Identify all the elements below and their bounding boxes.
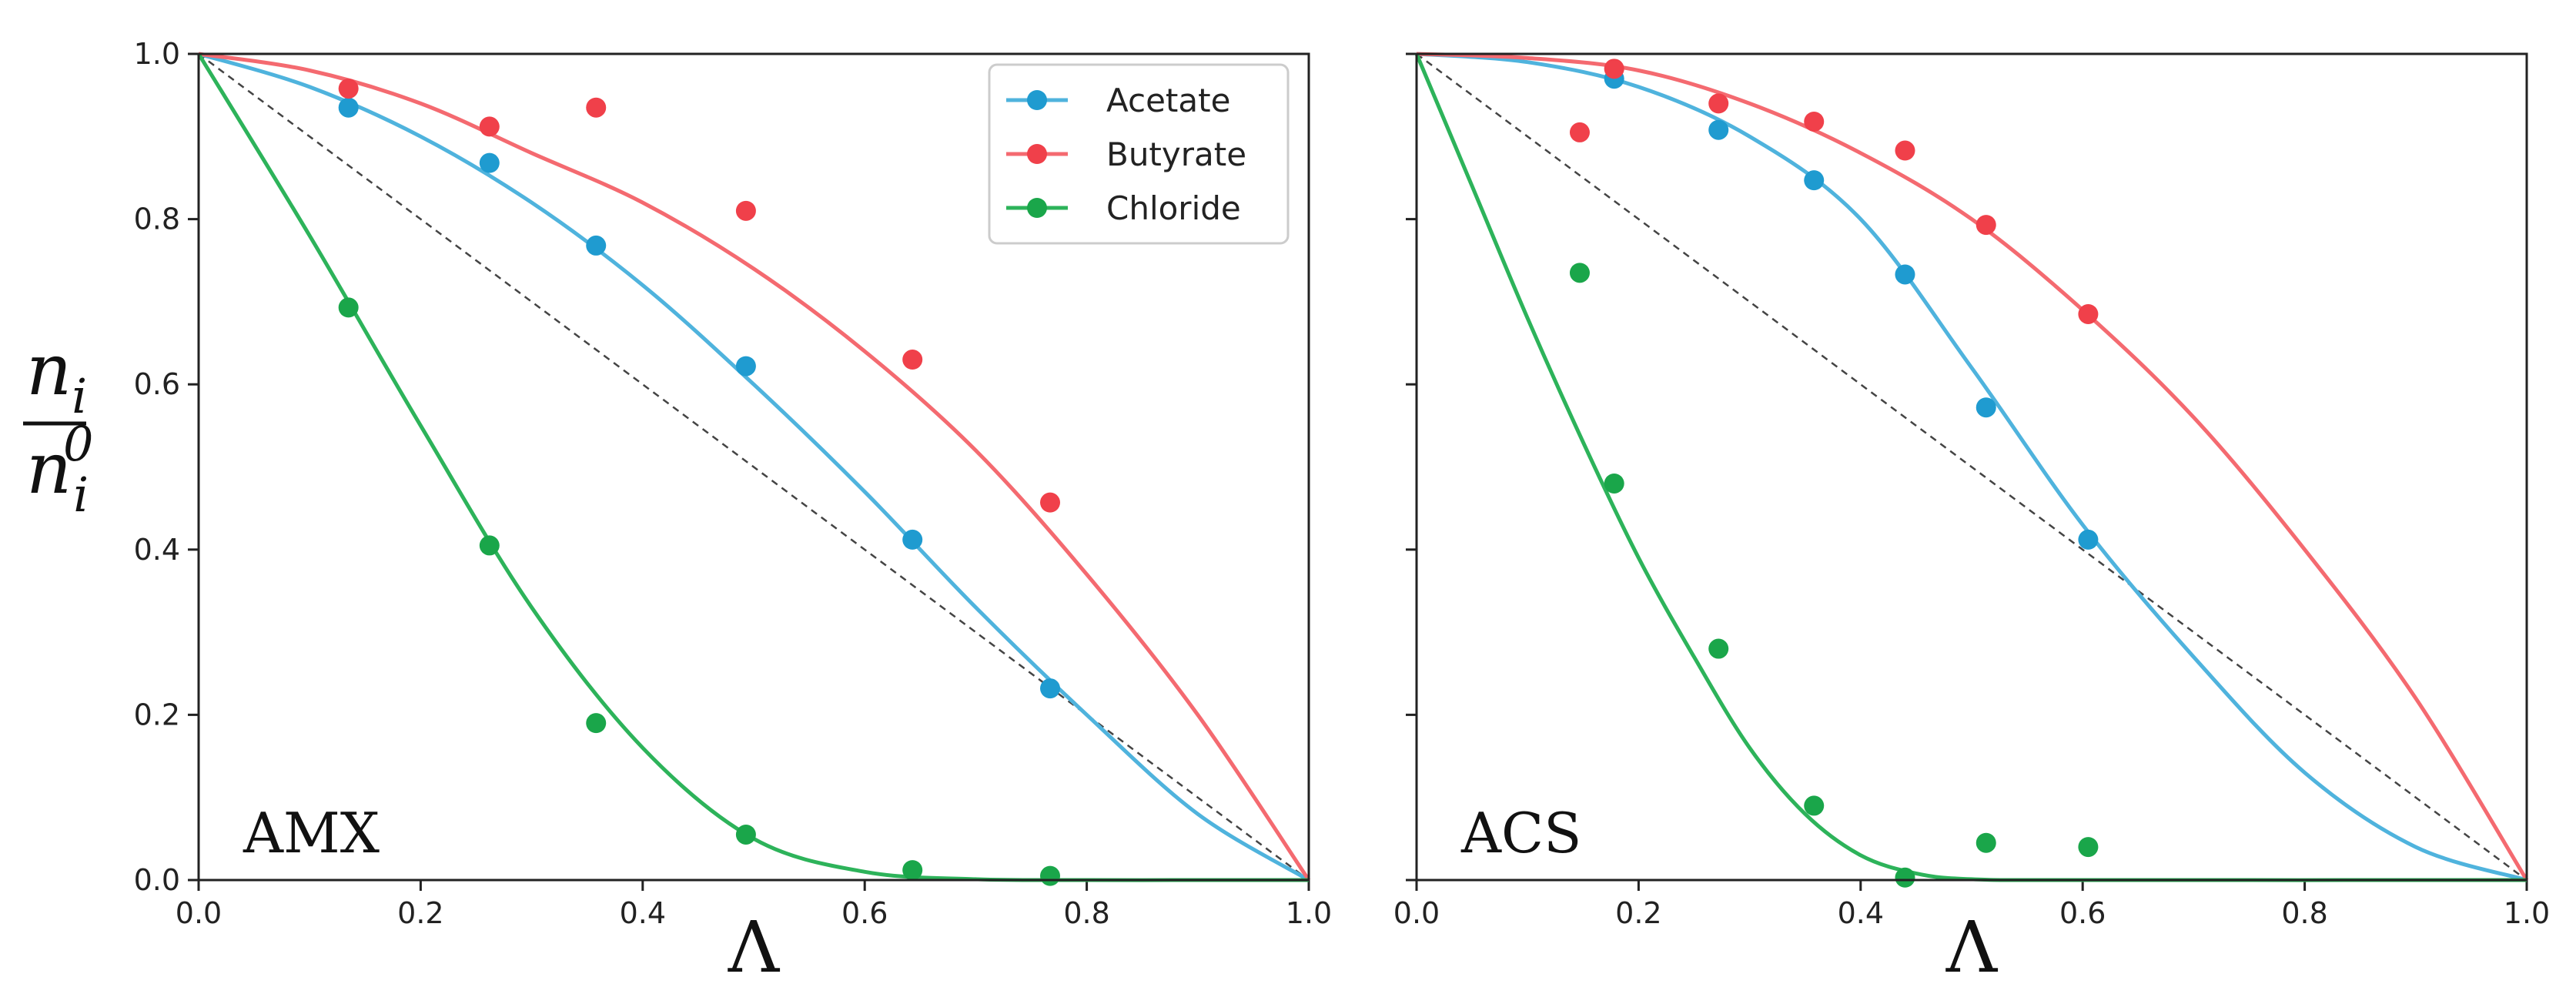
data-point-butyrate [902,350,923,370]
data-point-butyrate [1708,93,1729,114]
data-point-acetate [1708,119,1729,140]
data-point-acetate [735,356,756,377]
panel-acs: 0.0 0.2 0.4 0.6 0.8 1.0 ACS Λ [1393,52,2550,989]
data-point-butyrate [586,97,607,118]
panel-amx: 0.0 0.2 0.4 0.6 0.8 1.0 0.0 0.2 0.4 0.6 0.8 1.0 AMX Λ… [134,37,1333,989]
x-axis-label: Λ [728,906,781,989]
ylabel-denominator: n [26,427,72,510]
fit-curve-acetate [198,52,1310,882]
x-axis-label: Λ [1945,906,1999,989]
reference-diagonal-line [198,52,1310,882]
legend-marker-chloride [1027,198,1047,218]
legend-marker-butyrate [1027,144,1047,164]
legend: Acetate Butyrate Chloride [988,63,1290,245]
y-tick-label: 0.0 [134,863,180,897]
data-point-butyrate [338,79,359,99]
data-point-chloride [1604,473,1624,494]
data-point-butyrate [1804,111,1825,132]
data-point-chloride [1708,638,1729,659]
data-point-acetate [1804,170,1825,191]
data-point-butyrate [1604,59,1624,79]
plot-frame [197,52,1310,882]
data-point-chloride [338,297,359,318]
y-tick-label: 1.0 [134,37,180,71]
legend-label-chloride: Chloride [1106,189,1241,227]
x-tick-label: 0.6 [2059,896,2106,930]
panel-label: ACS [1460,801,1581,865]
x-tick-label: 0.4 [620,896,666,930]
x-tick-label: 1.0 [2504,896,2550,930]
data-point-chloride [735,824,756,845]
data-point-chloride [479,535,500,556]
data-point-acetate [1040,678,1061,699]
data-point-chloride [1569,263,1590,283]
data-point-chloride [586,713,607,734]
data-point-butyrate [1569,122,1590,142]
data-point-acetate [902,529,923,550]
ylabel-numerator-sub: i [72,368,87,424]
x-tick-label: 0.6 [841,896,888,930]
data-point-acetate [586,235,607,256]
data-point-butyrate [2078,303,2099,324]
fit-curve-butyrate [198,52,1311,882]
data-point-chloride [1040,865,1061,886]
data-point-chloride [2078,837,2099,858]
data-point-acetate [479,152,500,173]
legend-marker-acetate [1027,90,1047,110]
ylabel-numerator: n [26,329,72,411]
data-point-chloride [902,860,923,881]
legend-label-acetate: Acetate [1106,82,1230,119]
data-point-butyrate [1895,140,1915,161]
x-tick-label: 0.2 [1615,896,1661,930]
y-tick-label: 0.4 [134,533,180,567]
data-point-butyrate [1040,492,1061,513]
ylabel-denominator-sub: i [73,467,89,523]
data-point-acetate [2078,529,2099,550]
data-point-butyrate [735,200,756,221]
panel-label: AMX [243,801,380,865]
x-tick-label: 0.8 [2281,896,2327,930]
data-point-butyrate [479,116,500,137]
data-point-chloride [1975,832,1996,853]
reference-diagonal-line [1416,52,2527,882]
y-tick-label: 0.2 [134,698,180,731]
x-tick-label: 0.4 [1838,896,1884,930]
data-point-chloride [1804,795,1825,816]
y-tick-label: 0.8 [134,202,180,236]
x-tick-label: 0.0 [176,896,222,930]
y-tick-label: 0.6 [134,367,180,401]
svg-text:ni: ni [26,427,89,523]
x-tick-label: 0.2 [397,896,443,930]
data-point-acetate [1895,264,1915,285]
x-tick-label: 1.0 [1286,896,1332,930]
x-tick-label: 0.8 [1063,896,1109,930]
plot-frame [1415,52,2528,882]
y-axis-label: ni ni 0 [23,329,93,523]
data-point-acetate [338,97,359,118]
x-tick-label: 0.0 [1393,896,1440,930]
data-point-chloride [1895,867,1915,888]
data-point-butyrate [1975,215,1996,236]
legend-box [988,63,1290,245]
ylabel-denominator-sup: 0 [63,416,93,472]
data-point-acetate [1975,397,1996,418]
legend-label-butyrate: Butyrate [1106,136,1246,173]
svg-text:ni: ni [26,329,87,424]
